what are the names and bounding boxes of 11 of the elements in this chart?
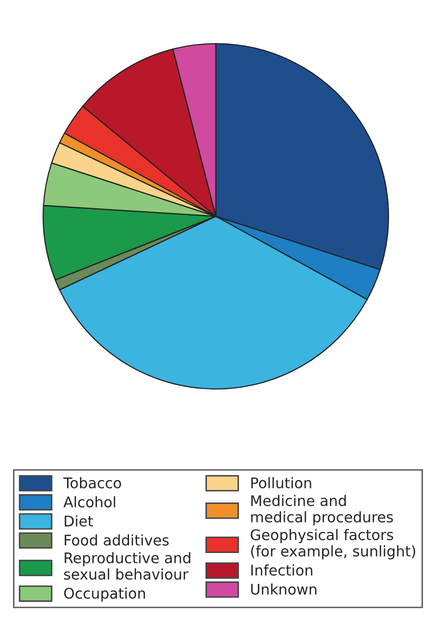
legend-label: Alcohol: [63, 496, 116, 508]
legend-label: Geophysical factors (for example, sunlight): [250, 528, 416, 560]
legend-label: Tobacco: [63, 477, 122, 488]
legend-label: Reproductive and sexual behaviour: [64, 552, 190, 580]
legend-label: Infection: [251, 564, 312, 576]
legend-label: Pollution: [251, 477, 312, 488]
legend-label: Food additives: [64, 534, 169, 546]
legend-label: Medicine and medical procedures: [251, 494, 393, 526]
legend-label: Diet: [64, 515, 93, 527]
legend-label: Occupation: [64, 588, 145, 602]
legend-label: Unknown: [251, 583, 316, 595]
